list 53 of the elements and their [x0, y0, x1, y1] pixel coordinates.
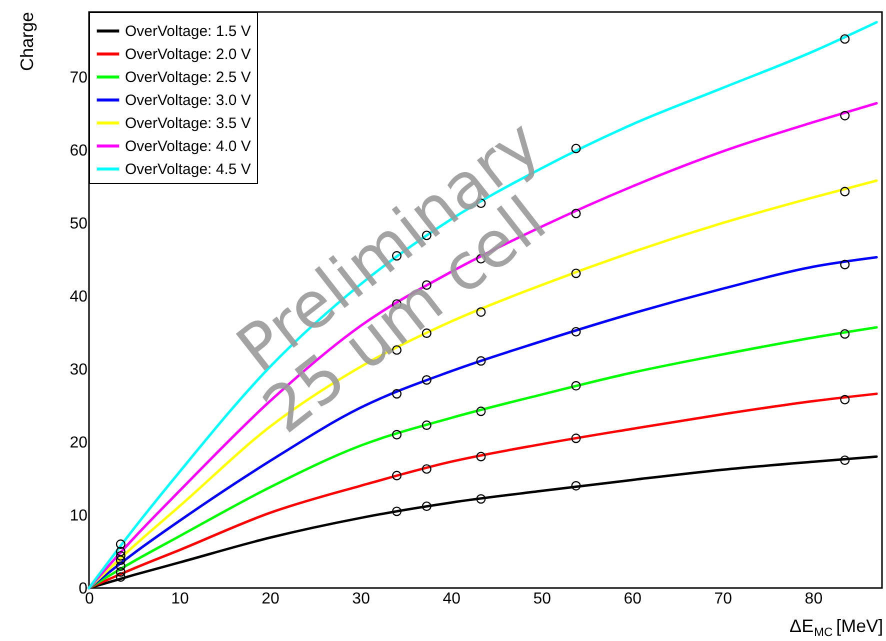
point	[840, 34, 850, 44]
point	[422, 501, 432, 512]
x-tick-label: 70	[714, 590, 732, 608]
point	[116, 539, 126, 549]
legend-label: OverVoltage: 1.5 V	[125, 23, 251, 40]
point	[116, 561, 126, 571]
point	[571, 208, 581, 218]
point	[392, 430, 402, 440]
point	[476, 406, 486, 416]
point	[840, 329, 850, 339]
point	[571, 268, 581, 278]
point	[571, 144, 581, 154]
point	[840, 260, 850, 270]
x-tick-label: 60	[624, 590, 642, 608]
point	[840, 394, 850, 404]
point	[116, 572, 126, 582]
y-tick-label: 70	[70, 69, 88, 86]
x-tick-label: 20	[262, 590, 280, 608]
point	[840, 110, 850, 120]
point	[840, 186, 850, 196]
x-tick-label: 40	[442, 590, 461, 608]
point	[392, 470, 402, 480]
point	[422, 420, 432, 430]
y-tick-label: 20	[70, 434, 88, 452]
point	[571, 481, 581, 491]
point	[392, 506, 402, 516]
y-axis-title: Charge	[17, 12, 37, 72]
point	[476, 452, 486, 462]
legend-label: OverVoltage: 3.5 V	[125, 115, 251, 132]
point	[571, 326, 581, 337]
x-tick-label: 80	[804, 590, 823, 608]
y-tick-label: 40	[70, 288, 88, 306]
x-tick-label: 50	[533, 590, 552, 608]
x-tick-label: 10	[171, 590, 190, 608]
legend-label: OverVoltage: 2.0 V	[125, 46, 251, 63]
point	[571, 381, 581, 391]
point	[476, 494, 486, 504]
point	[116, 546, 126, 556]
y-tick-label: 30	[70, 361, 88, 378]
point	[116, 555, 126, 566]
point	[116, 567, 126, 577]
legend-label: OverVoltage: 2.5 V	[125, 69, 251, 86]
point	[422, 464, 432, 474]
point	[116, 551, 126, 561]
y-tick-label: 10	[70, 507, 88, 524]
legend-label: OverVoltage: 3.0 V	[125, 92, 251, 109]
y-tick-label: 50	[70, 215, 88, 232]
y-tick-label: 60	[70, 142, 88, 160]
x-tick-label: 30	[352, 590, 370, 608]
point	[571, 434, 581, 444]
point	[392, 389, 402, 399]
point	[422, 375, 432, 385]
point	[840, 455, 850, 466]
